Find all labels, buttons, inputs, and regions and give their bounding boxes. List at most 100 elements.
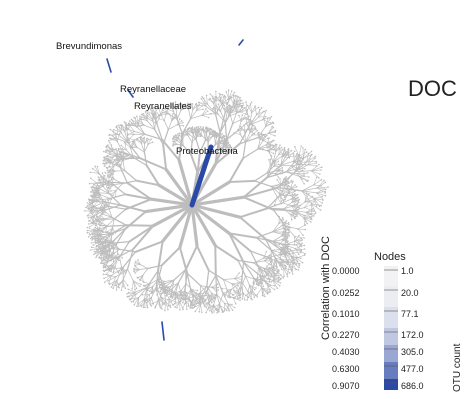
tree-node xyxy=(111,164,114,166)
tree-node xyxy=(269,263,272,266)
tree-branch xyxy=(294,236,305,239)
label-proteobacteria: Proteobacteria xyxy=(176,146,238,157)
tree-node xyxy=(104,157,107,159)
tree-branch xyxy=(154,128,164,146)
tree-branch xyxy=(278,221,286,224)
tree-branch xyxy=(134,264,141,266)
tree-branch xyxy=(110,175,114,186)
tree-branch xyxy=(125,143,131,148)
tree-branch xyxy=(128,293,137,298)
tree-node xyxy=(92,244,95,246)
tree-branch xyxy=(310,169,322,172)
tree-branch xyxy=(107,264,114,267)
tree-node xyxy=(209,93,212,95)
tree-node xyxy=(223,104,225,107)
tree-branch xyxy=(190,203,242,219)
tree-branch xyxy=(137,259,141,265)
tree-node xyxy=(290,186,293,188)
tree-branch xyxy=(201,108,207,116)
tree-branch xyxy=(135,266,140,270)
tree-branch xyxy=(174,301,181,308)
tree-node xyxy=(84,210,86,212)
tree-branch xyxy=(282,224,290,229)
tree-node xyxy=(267,270,270,273)
tree-node xyxy=(291,219,293,221)
tree-node xyxy=(239,97,241,99)
tree-branch xyxy=(281,229,285,237)
tree-branch xyxy=(313,196,323,199)
tree-node xyxy=(216,312,218,314)
tree-node xyxy=(148,299,151,302)
tree-branch xyxy=(105,175,109,184)
tree-node xyxy=(109,137,111,139)
tree-node xyxy=(98,207,100,209)
tree-branch xyxy=(147,138,152,145)
tree-node xyxy=(269,266,271,269)
tree-branch xyxy=(271,260,277,267)
tree-branch xyxy=(270,249,284,251)
tree-branch xyxy=(289,181,294,190)
tree-branch xyxy=(316,186,329,189)
tree-node xyxy=(222,134,225,137)
legend-title: Nodes xyxy=(374,251,406,263)
tree-node xyxy=(94,239,97,241)
tree-node xyxy=(292,181,294,183)
tree-node xyxy=(202,108,204,111)
tree-branch xyxy=(163,288,170,300)
tree-branch xyxy=(89,182,97,184)
tree-branch xyxy=(185,301,192,308)
tree-node xyxy=(287,250,289,252)
tree-node xyxy=(303,172,305,175)
tree-branch xyxy=(93,184,100,190)
tree-node xyxy=(251,298,253,301)
tree-node xyxy=(169,306,172,309)
tree-branch xyxy=(157,270,165,290)
tree-node xyxy=(165,295,167,297)
tree-node xyxy=(267,117,269,120)
tree-branch xyxy=(136,138,142,144)
tree-node xyxy=(271,260,273,262)
tree-node xyxy=(199,299,202,301)
tree-node xyxy=(283,148,286,150)
tree-branch xyxy=(316,192,324,200)
tree-node xyxy=(167,299,169,301)
tree-branch xyxy=(175,293,184,296)
tree-node xyxy=(202,128,205,131)
tree-branch xyxy=(112,276,117,286)
tree-branch xyxy=(278,248,284,255)
tree-branch xyxy=(256,287,262,296)
tree-branch xyxy=(175,293,179,302)
tree-branch xyxy=(206,103,216,115)
tree-branch xyxy=(254,172,268,182)
tree-node xyxy=(279,144,281,146)
tree-node xyxy=(278,215,281,218)
tree-branch xyxy=(121,151,141,159)
tree-branch xyxy=(250,103,252,113)
tree-node xyxy=(103,165,106,167)
tree-node xyxy=(209,97,211,100)
tree-node xyxy=(300,156,303,158)
tree-branch xyxy=(237,259,247,277)
tree-branch xyxy=(231,283,238,289)
tree-branch xyxy=(131,122,139,125)
tree-branch xyxy=(98,173,109,183)
tree-branch xyxy=(200,303,203,313)
tree-node xyxy=(298,234,300,237)
tree-node xyxy=(124,271,126,274)
tree-branch xyxy=(173,282,179,293)
tree-node xyxy=(233,99,236,101)
tree-node xyxy=(100,258,102,260)
tree-branch xyxy=(125,149,134,158)
tree-branch xyxy=(227,290,234,295)
tree-node xyxy=(296,197,299,200)
tree-branch xyxy=(239,207,269,219)
tree-branch xyxy=(190,300,193,309)
tree-node xyxy=(187,305,189,308)
tree-node xyxy=(105,273,108,276)
tree-node xyxy=(283,275,285,278)
tree-branch xyxy=(266,164,282,179)
tree-branch xyxy=(113,158,123,168)
tree-branch xyxy=(217,113,226,123)
tree-branch xyxy=(316,182,326,189)
tree-branch xyxy=(102,206,105,213)
